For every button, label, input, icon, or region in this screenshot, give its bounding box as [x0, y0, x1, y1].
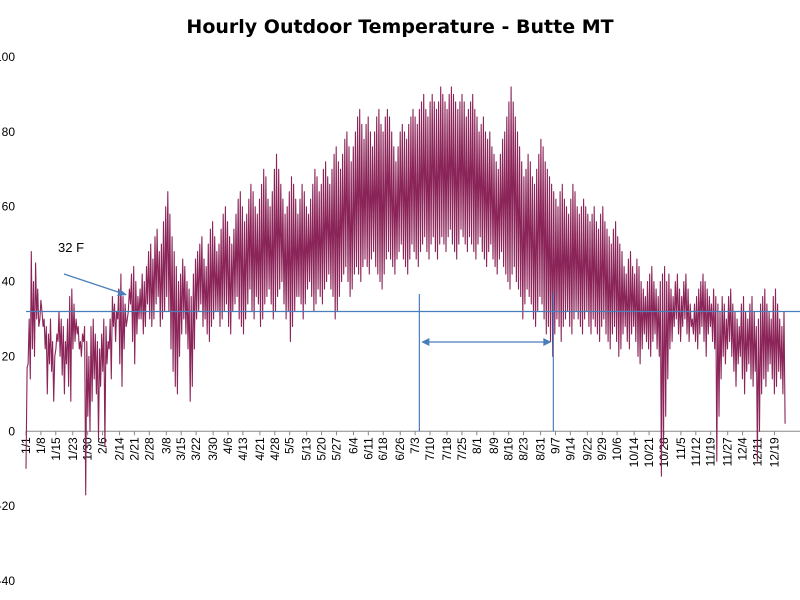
x-tick-label: 9/14	[563, 437, 577, 461]
x-tick-label: 7/18	[440, 437, 454, 461]
y-tick-label: -40	[0, 574, 15, 588]
y-tick-label: 80	[2, 125, 16, 139]
x-tick-label: 6/18	[376, 437, 390, 461]
x-tick-label: 8/23	[517, 437, 531, 461]
x-tick-label: 4/21	[253, 437, 267, 461]
x-tick-label: 5/5	[283, 437, 297, 454]
freezing-pointer-arrow	[63, 273, 125, 295]
span-arrowhead-right	[543, 338, 552, 346]
chart-title: Hourly Outdoor Temperature - Butte MT	[186, 16, 614, 38]
x-tick-label: 11/5	[674, 437, 688, 460]
x-tick-label: 11/27	[721, 437, 735, 466]
temperature-series	[25, 86, 786, 496]
x-tick-label: 6/26	[393, 437, 407, 461]
span-arrowhead-left	[421, 338, 430, 346]
x-tick-label: 2/28	[142, 437, 156, 461]
x-tick-label: 10/28	[657, 437, 671, 467]
x-tick-label: 2/21	[127, 437, 141, 461]
x-tick-label: 1/15	[49, 437, 63, 461]
x-tick-label: 8/9	[487, 437, 501, 454]
x-tick-label: 12/19	[767, 437, 781, 467]
y-tick-label: 60	[2, 200, 16, 214]
x-tick-label: 12/4	[736, 437, 750, 461]
x-tick-label: 2/14	[113, 437, 127, 461]
x-tick-label: 3/30	[206, 437, 220, 461]
x-tick-label: 5/13	[300, 437, 314, 461]
x-tick-label: 8/31	[534, 437, 548, 461]
x-tick-label: 3/8	[159, 437, 173, 454]
x-tick-label: 3/15	[174, 437, 188, 461]
x-tick-label: 9/7	[548, 437, 562, 454]
x-tick-label: 9/22	[580, 437, 594, 461]
x-axis: 1/1 1/8 1/15 1/23 1/30 2/6 2/14 2/21 2/28 3/8 3/15…	[19, 430, 800, 467]
x-tick-label: 2/6	[96, 437, 110, 454]
x-tick-label: 4/28	[268, 437, 282, 461]
x-tick-label: 10/21	[642, 437, 656, 467]
x-tick-label: 1/30	[81, 437, 95, 461]
y-tick-label: 100	[0, 50, 15, 64]
x-tick-label: 11/12	[689, 437, 703, 466]
freezing-label: 32 F	[58, 240, 84, 255]
x-tick-label: 11/19	[704, 437, 718, 466]
x-tick-label: 5/27	[329, 437, 343, 461]
annotations: 32 F	[26, 240, 800, 432]
y-tick-label: 40	[2, 275, 16, 289]
y-tick-label: 20	[2, 349, 16, 363]
x-tick-label: 6/11	[361, 437, 375, 460]
x-tick-label: 10/14	[627, 437, 641, 467]
x-tick-label: 7/10	[423, 437, 437, 461]
y-tick-label: 0	[8, 424, 15, 438]
x-tick-label: 4/6	[221, 437, 235, 454]
temperature-line	[25, 86, 786, 496]
freezing-pointer-arrowhead	[117, 289, 127, 296]
x-tick-label: 8/1	[470, 437, 484, 454]
x-tick-label: 1/23	[66, 437, 80, 461]
x-tick-label: 9/29	[595, 437, 609, 461]
y-tick-label: -20	[0, 499, 15, 513]
x-tick-label: 10/6	[610, 437, 624, 461]
x-tick-label: 7/3	[408, 437, 422, 454]
x-tick-label: 6/4	[346, 437, 360, 454]
y-axis-tick-labels: -40 -20 0 20 40 60 80 100	[0, 50, 15, 588]
x-tick-label: 1/8	[34, 437, 48, 454]
x-tick-label: 8/16	[502, 437, 516, 461]
x-tick-label: 7/25	[455, 437, 469, 461]
x-tick-label: 5/20	[315, 437, 329, 461]
x-tick-label: 4/13	[236, 437, 250, 461]
x-tick-label: 3/22	[189, 437, 203, 461]
